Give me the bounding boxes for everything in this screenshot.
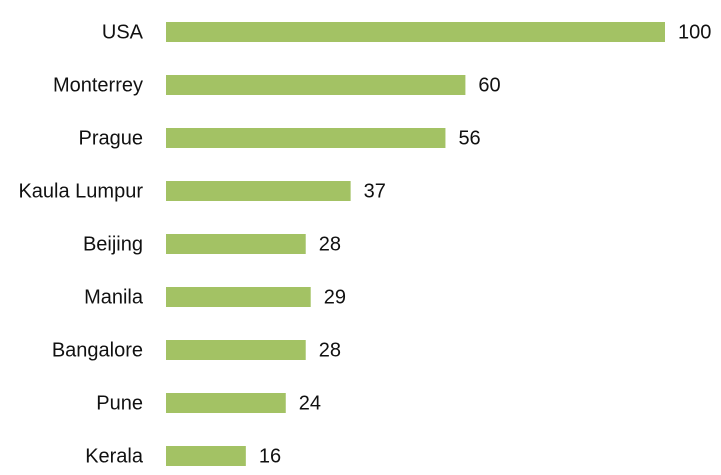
bar bbox=[166, 234, 306, 254]
value-label: 28 bbox=[319, 339, 341, 361]
category-label: USA bbox=[102, 21, 144, 43]
value-label: 37 bbox=[364, 180, 386, 202]
bar bbox=[166, 287, 311, 307]
value-label: 100 bbox=[678, 21, 711, 43]
category-label: Kaula Lumpur bbox=[18, 180, 143, 202]
category-label: Pune bbox=[96, 392, 143, 414]
bar bbox=[166, 75, 466, 95]
bar bbox=[166, 22, 665, 42]
category-label: Prague bbox=[79, 127, 144, 149]
category-label: Beijing bbox=[83, 233, 143, 255]
bar bbox=[166, 393, 286, 413]
value-label: 56 bbox=[458, 127, 480, 149]
bar bbox=[166, 446, 246, 466]
bar bbox=[166, 340, 306, 360]
value-label: 16 bbox=[259, 445, 281, 467]
category-label: Kerala bbox=[85, 445, 144, 467]
value-label: 24 bbox=[299, 392, 321, 414]
value-label: 28 bbox=[319, 233, 341, 255]
value-label: 29 bbox=[324, 286, 346, 308]
bar bbox=[166, 128, 446, 148]
category-label: Manila bbox=[84, 286, 144, 308]
value-label: 60 bbox=[478, 74, 500, 96]
category-label: Bangalore bbox=[52, 339, 143, 361]
bar bbox=[166, 181, 351, 201]
category-label: Monterrey bbox=[53, 74, 143, 96]
